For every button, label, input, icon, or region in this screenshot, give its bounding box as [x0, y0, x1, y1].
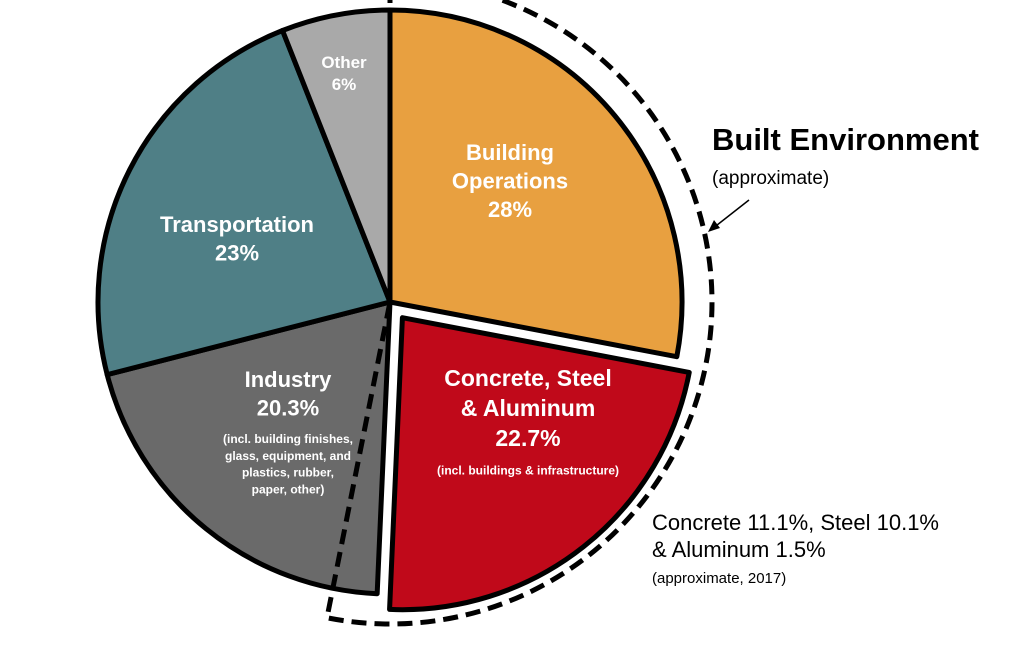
slice-note: glass, equipment, and	[225, 449, 351, 463]
slice-label: Industry	[245, 367, 333, 392]
breakdown-note: (approximate, 2017)	[652, 570, 786, 587]
slice-value-label: 20.3%	[257, 396, 319, 421]
slice-value-label: 6%	[332, 75, 357, 94]
pie-slice-concrete-steel-aluminum	[387, 315, 692, 613]
slice-label: Operations	[452, 169, 568, 194]
slice-value-label: 22.7%	[495, 425, 560, 451]
pie-slice-building-operations	[387, 7, 685, 360]
built-environment-title: Built Environment	[712, 122, 979, 157]
built-environment-subtitle: (approximate)	[712, 168, 829, 189]
slice-labels: Building Operations 28% Concrete, Steel & Al…	[160, 53, 619, 497]
pie-slice-other	[280, 7, 393, 305]
slice-note: plastics, rubber,	[242, 466, 334, 480]
pie-slice-transportation	[95, 28, 393, 378]
annotation-arrow	[708, 199, 750, 232]
built-environment-dashed-outline	[324, 0, 715, 627]
breakdown-line-2: & Aluminum 1.5%	[652, 537, 826, 562]
slice-label: & Aluminum	[461, 395, 596, 421]
breakdown-line-1: Concrete 11.1%, Steel 10.1%	[652, 510, 939, 535]
slice-label: Other	[321, 53, 367, 72]
slice-label: Building	[466, 140, 554, 165]
slice-label: Concrete, Steel	[444, 365, 611, 391]
slice-note: (incl. building finishes,	[223, 432, 353, 446]
slice-note: paper, other)	[252, 483, 325, 497]
pie-slices	[95, 7, 692, 613]
slice-label: Transportation	[160, 212, 314, 237]
slice-value-label: 23%	[215, 241, 259, 266]
slice-value-label: 28%	[488, 197, 532, 222]
slice-note: (incl. buildings & infrastructure)	[437, 464, 619, 478]
